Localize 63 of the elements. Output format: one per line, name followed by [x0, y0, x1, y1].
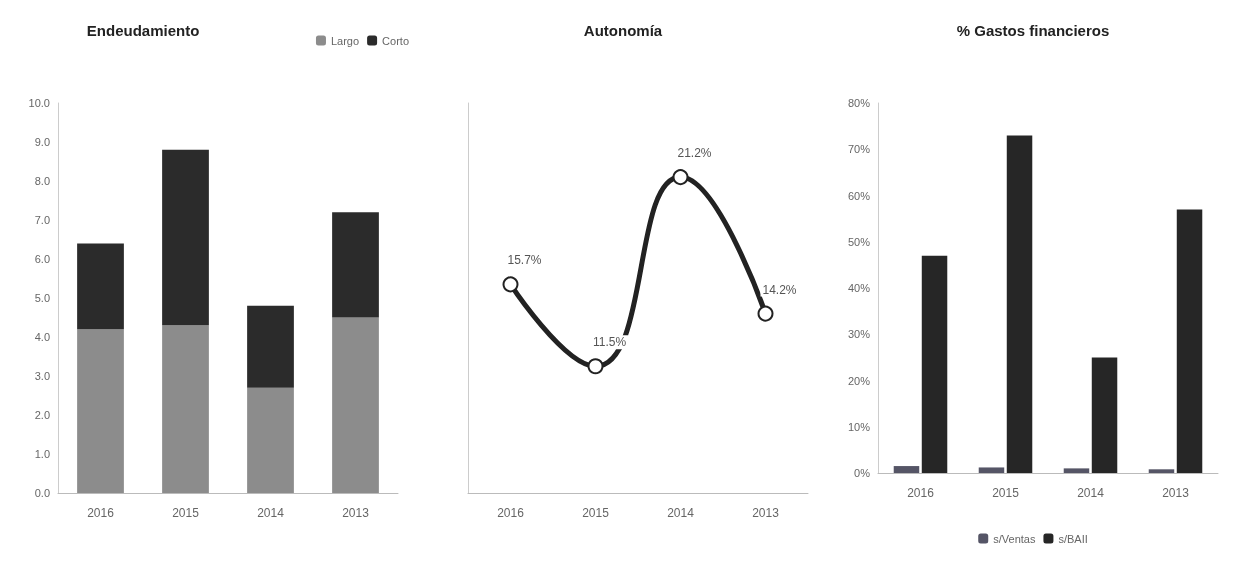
- bar: [1148, 469, 1175, 473]
- x-tick-label: 2015: [172, 506, 200, 520]
- point: [672, 169, 689, 186]
- bar: [332, 212, 379, 318]
- y-tick-label: 20%: [847, 374, 871, 387]
- legend-label: Corto: [382, 34, 410, 47]
- y-tick-label: 3.0: [34, 370, 50, 382]
- bar: [978, 467, 1005, 473]
- x-tick-label: 2013: [1162, 486, 1190, 500]
- point: [502, 276, 519, 293]
- x-tick-label: 2014: [667, 506, 695, 520]
- bar: [162, 149, 209, 326]
- y-tick-label: 0%: [854, 467, 871, 479]
- bar: [1091, 357, 1118, 473]
- y-tick-label: 8.0: [34, 175, 50, 187]
- y-tick-label: 80%: [847, 97, 871, 109]
- point: [757, 305, 774, 322]
- data-label: 15.7%: [507, 253, 542, 268]
- y-tick-label: 60%: [847, 189, 871, 202]
- chart-title: Autonomía: [583, 22, 663, 39]
- y-tick-label: 0.0: [34, 487, 50, 499]
- bar: [77, 329, 124, 493]
- x-tick-label: 2014: [257, 506, 285, 520]
- y-tick-label: 5.0: [34, 292, 50, 304]
- bar: [1063, 468, 1090, 473]
- legend-label: Largo: [330, 34, 360, 47]
- bar: [247, 387, 294, 493]
- x-tick-label: 2016: [497, 506, 525, 520]
- legend-label: s/BAII: [1058, 532, 1088, 545]
- x-tick-label: 2014: [1077, 486, 1105, 500]
- y-tick-label: 50%: [847, 235, 871, 248]
- bar: [77, 243, 124, 330]
- y-tick-label: 7.0: [34, 214, 50, 226]
- y-tick-label: 2.0: [34, 409, 50, 421]
- data-label: 14.2%: [762, 282, 797, 297]
- bar: [332, 317, 379, 493]
- y-tick-label: 40%: [847, 282, 871, 294]
- y-tick-label: 6.0: [34, 253, 50, 265]
- y-tick-label: 1.0: [34, 448, 50, 460]
- y-tick-label: 9.0: [34, 136, 50, 148]
- legend-label: s/Ventas: [993, 532, 1036, 545]
- y-tick-label: 10.0: [28, 97, 50, 109]
- x-tick-label: 2013: [342, 506, 370, 520]
- y-tick-label: 4.0: [34, 331, 50, 343]
- y-tick-label: 10%: [847, 420, 871, 433]
- bar: [1006, 135, 1033, 473]
- x-tick-label: 2015: [992, 486, 1020, 500]
- point: [587, 358, 604, 375]
- bar: [921, 255, 948, 473]
- data-label: 11.5%: [592, 335, 627, 350]
- chart-title: Endeudamiento: [86, 22, 200, 39]
- data-label: 21.2%: [677, 146, 712, 161]
- x-tick-label: 2016: [87, 506, 115, 520]
- bar: [247, 305, 294, 388]
- y-tick-label: 30%: [847, 328, 871, 341]
- chart-title: % Gastos financieros: [956, 22, 1110, 39]
- bar: [893, 466, 920, 473]
- x-tick-label: 2016: [907, 486, 935, 500]
- y-tick-label: 70%: [847, 143, 871, 156]
- bar: [1176, 209, 1203, 473]
- x-tick-label: 2015: [582, 506, 610, 520]
- x-tick-label: 2013: [752, 506, 780, 520]
- bar: [162, 325, 209, 493]
